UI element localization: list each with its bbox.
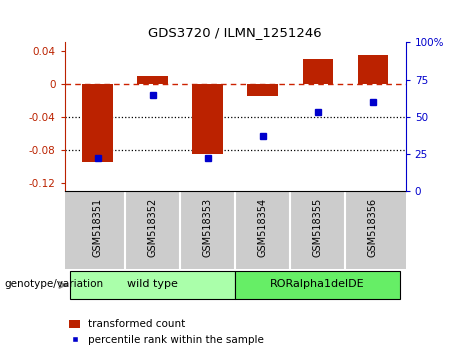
Legend: transformed count, percentile rank within the sample: transformed count, percentile rank withi…: [65, 315, 268, 349]
Text: GSM518353: GSM518353: [202, 198, 213, 257]
Bar: [193, 84, 223, 154]
Text: genotype/variation: genotype/variation: [5, 279, 104, 289]
Bar: [83, 84, 112, 162]
Bar: [302, 59, 333, 84]
Bar: [235, 271, 400, 299]
Title: GDS3720 / ILMN_1251246: GDS3720 / ILMN_1251246: [148, 25, 322, 39]
Bar: [137, 75, 168, 84]
Bar: [70, 271, 235, 299]
Text: GSM518352: GSM518352: [148, 198, 158, 257]
Bar: [358, 55, 388, 84]
Text: RORalpha1delDE: RORalpha1delDE: [270, 279, 365, 289]
Bar: [248, 84, 278, 96]
Text: wild type: wild type: [127, 279, 178, 289]
Text: GSM518351: GSM518351: [93, 198, 102, 257]
Text: GSM518355: GSM518355: [313, 198, 323, 257]
Text: GSM518356: GSM518356: [368, 198, 378, 257]
Text: GSM518354: GSM518354: [258, 198, 268, 257]
